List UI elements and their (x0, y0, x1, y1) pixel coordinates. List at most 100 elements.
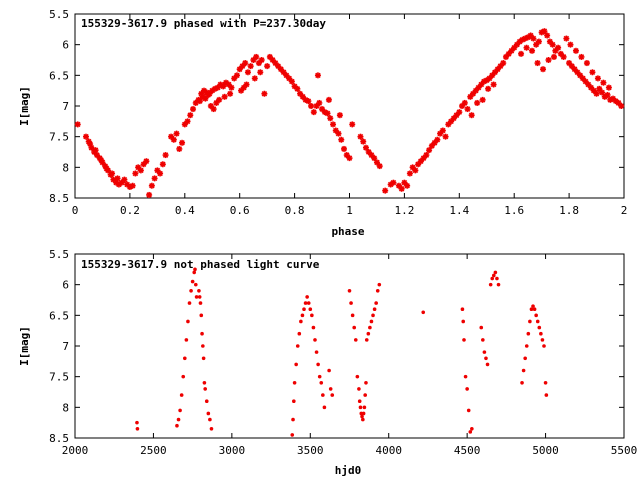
data-point (368, 325, 372, 330)
data-point (175, 423, 179, 428)
data-point (176, 145, 183, 152)
chart-title: 155329-3617.9 not phased light curve (81, 258, 320, 271)
data-point (247, 63, 254, 70)
data-point (445, 121, 452, 128)
data-point (371, 313, 375, 318)
data-point (460, 307, 465, 312)
data-point (589, 69, 596, 76)
data-point (465, 387, 469, 391)
data-point (492, 273, 496, 278)
data-point (421, 310, 426, 315)
data-point (208, 417, 212, 422)
data-point (535, 319, 540, 324)
data-point (87, 141, 94, 148)
data-point (364, 338, 369, 342)
data-point (526, 331, 531, 336)
data-point (528, 319, 532, 324)
data-point (314, 350, 319, 354)
x-tick-label: 0.4 (175, 204, 195, 217)
y-tick-label: 5.5 (49, 8, 69, 21)
data-point (600, 79, 607, 86)
x-tick-label: 1 (346, 204, 353, 217)
data-point (593, 90, 600, 97)
data-point (187, 301, 192, 305)
data-point (193, 267, 197, 272)
data-point (243, 81, 250, 88)
data-point (353, 338, 358, 342)
data-point (103, 165, 110, 172)
data-point (530, 35, 537, 42)
data-point (434, 136, 441, 143)
data-point (321, 393, 325, 397)
data-point (594, 75, 601, 82)
data-point (336, 112, 343, 119)
data-point (604, 91, 611, 98)
x-tick-label: 5000 (532, 444, 559, 457)
data-point (372, 307, 377, 312)
data-point (157, 170, 164, 177)
data-point (364, 381, 368, 385)
data-point (192, 270, 197, 275)
data-point (173, 130, 180, 137)
data-point (442, 133, 449, 140)
data-point (563, 35, 570, 42)
data-point (322, 405, 327, 410)
data-point (288, 78, 295, 85)
data-point (257, 69, 264, 76)
data-point (316, 99, 323, 106)
data-point (328, 387, 333, 391)
data-point (382, 187, 389, 194)
data-point (524, 344, 529, 348)
data-point (239, 63, 246, 70)
data-point (317, 374, 322, 379)
data-point (179, 139, 186, 146)
data-point (197, 295, 202, 299)
data-point (233, 72, 240, 79)
y-tick-label: 6.5 (49, 309, 69, 322)
data-point (523, 44, 530, 51)
data-point (534, 313, 538, 318)
data-point (135, 420, 139, 425)
data-point (572, 47, 579, 54)
data-point (313, 338, 317, 342)
y-tick-group: 5.5 6 6.5 7 7.5 8 8.5 (49, 8, 624, 205)
y-tick-label: 8 (62, 161, 69, 174)
data-point (186, 319, 190, 324)
data-point (244, 69, 251, 76)
data-point (464, 106, 471, 113)
data-point (490, 81, 497, 88)
data-point (574, 69, 581, 76)
data-point (327, 368, 331, 373)
y-tick-label: 7 (62, 340, 69, 353)
data-point (357, 387, 361, 391)
data-point (361, 417, 365, 422)
data-point (404, 182, 411, 189)
data-point (227, 90, 234, 97)
data-point (148, 182, 155, 189)
data-point (567, 41, 574, 48)
data-point (216, 96, 223, 103)
data-point (129, 182, 136, 189)
x-tick-label: 2000 (62, 444, 89, 457)
data-point (311, 325, 316, 330)
data-point (346, 155, 353, 162)
x-tick-label: 4500 (454, 444, 481, 457)
chart-title: 155329-3617.9 phased with P=237.30day (81, 17, 326, 30)
data-point (462, 338, 466, 342)
y-tick-label: 6 (62, 279, 69, 292)
data-point (324, 110, 331, 117)
data-point (201, 356, 206, 361)
data-point (319, 381, 324, 385)
data-point (371, 155, 378, 162)
data-point (495, 276, 499, 281)
data-point (74, 121, 81, 128)
data-point (196, 98, 203, 105)
y-tick-label: 8 (62, 401, 69, 414)
data-point (369, 319, 374, 324)
data-point (135, 427, 140, 431)
data-point (236, 66, 243, 73)
x-tick-label: 2 (621, 204, 628, 217)
data-point (461, 319, 466, 324)
data-point (466, 408, 471, 413)
y-tick-label: 7.5 (49, 371, 69, 384)
